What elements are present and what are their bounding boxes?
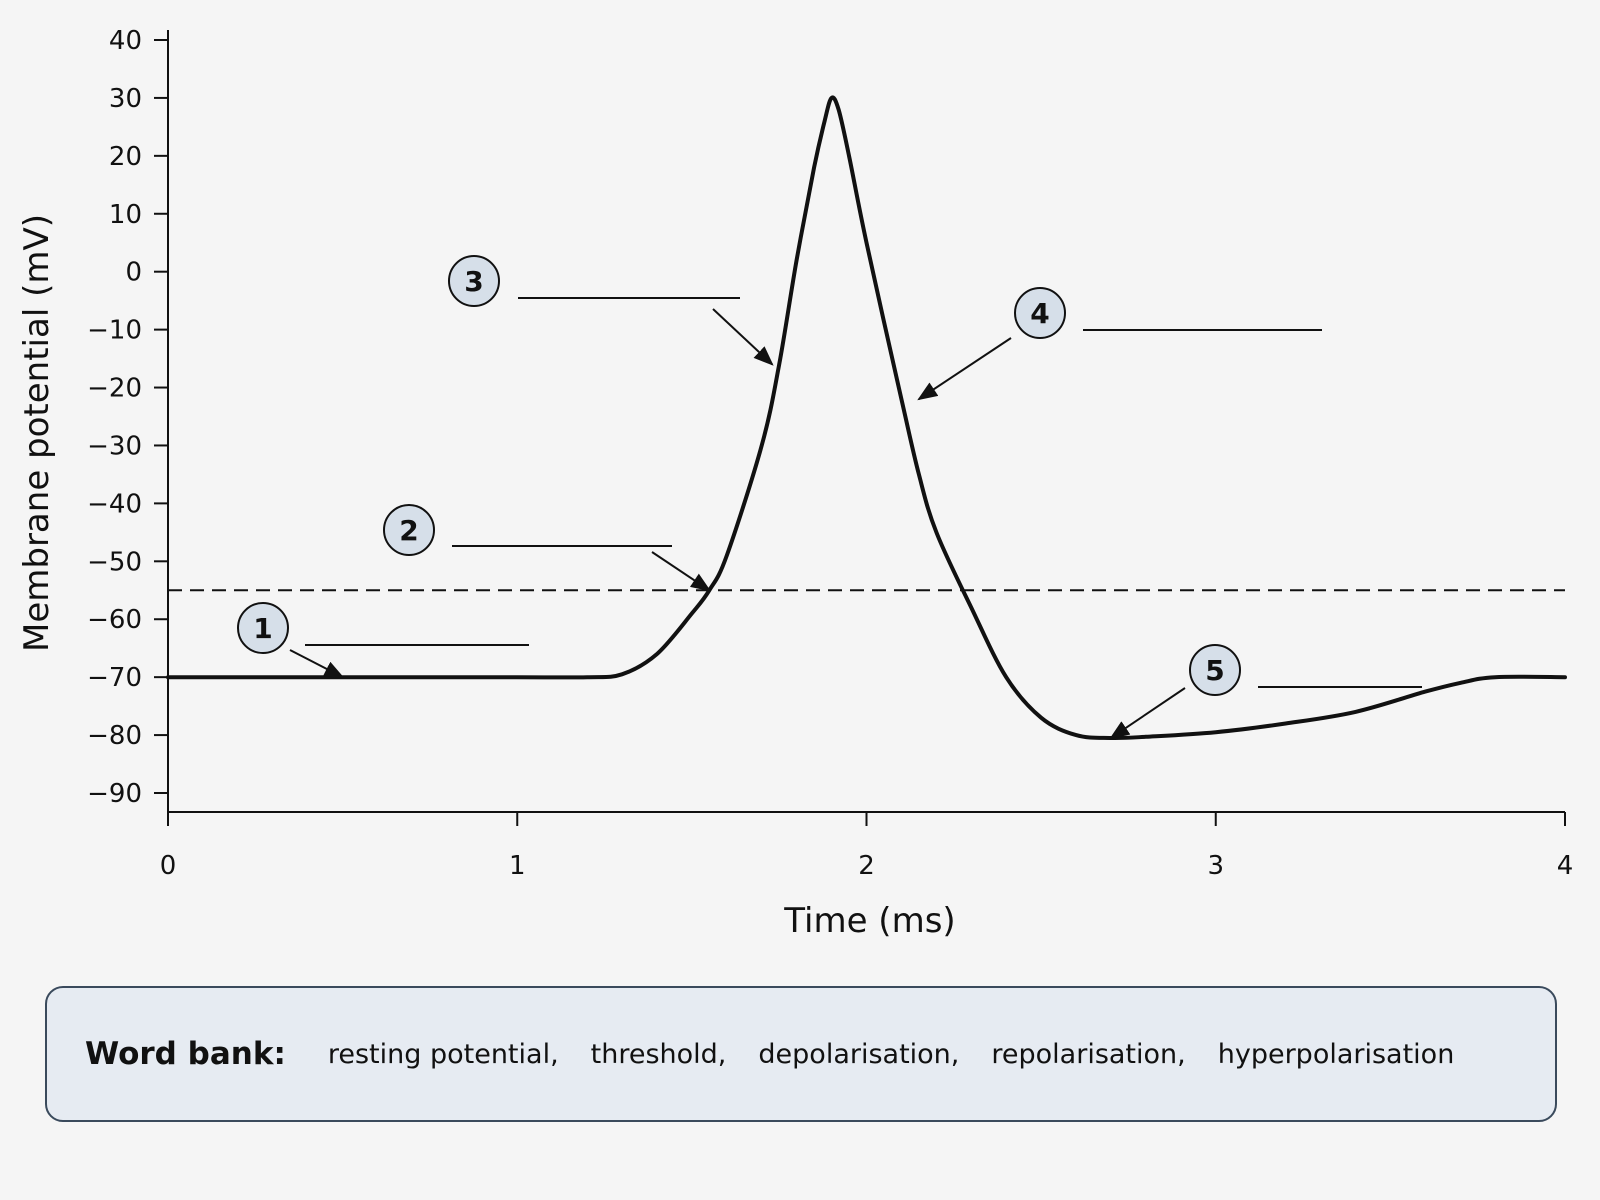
action-potential-chart: 40 30 20 10 0 −10 −20 −30 −40 −50 −60 −70 −80 −90 0 1 2 3…	[17, 26, 1574, 941]
y-tick-label: −60	[87, 605, 142, 635]
x-axis-label: Time (ms)	[783, 901, 955, 941]
annotation-marker-number: 5	[1205, 654, 1224, 687]
annotation-arrow	[917, 337, 1012, 401]
y-tick-label: 20	[109, 142, 142, 172]
annotation-marker-number: 3	[464, 265, 483, 298]
annotation-marker-circle	[1014, 287, 1066, 339]
word-bank-list: resting potential, threshold, depolarisa…	[328, 1039, 1454, 1070]
annotation-marker-number: 4	[1030, 297, 1049, 330]
annotation-marker-circle	[448, 255, 500, 307]
y-tick-label: −90	[87, 779, 142, 809]
y-tick-label: −10	[87, 316, 142, 346]
annotation-marker-circle	[237, 602, 289, 654]
word-bank-item: resting potential,	[327, 1038, 559, 1070]
x-tick-label: 3	[1207, 851, 1224, 881]
annotation-marker-number: 1	[253, 612, 272, 645]
annotation-marker-circle	[1189, 644, 1241, 696]
x-tick-label: 0	[160, 851, 177, 881]
annotation-arrow	[1109, 687, 1186, 740]
annotation-arrow	[712, 308, 774, 366]
annotation-arrow	[651, 551, 712, 592]
word-bank-item: repolarisation,	[991, 1038, 1186, 1070]
x-tick-label: 1	[509, 851, 526, 881]
y-tick-label: 30	[109, 84, 142, 114]
word-bank-box: Word bank: resting potential, threshold,…	[45, 986, 1557, 1122]
y-tick-label: −50	[87, 547, 142, 577]
y-axis-label: Membrane potential (mV)	[17, 214, 57, 652]
annotation-marker-circle	[383, 504, 435, 556]
y-tick-label: −20	[87, 374, 142, 404]
y-tick-label: −80	[87, 721, 142, 751]
annotation-arrow	[289, 649, 345, 679]
word-bank-item: threshold,	[590, 1038, 727, 1070]
annotation-marker-number: 2	[399, 514, 418, 547]
y-tick-label: −70	[87, 663, 142, 693]
y-tick-label: 0	[125, 258, 142, 288]
x-tick-label: 2	[858, 851, 875, 881]
x-tick-label: 4	[1557, 851, 1574, 881]
y-tick-label: −30	[87, 431, 142, 461]
y-tick-label: −40	[87, 489, 142, 519]
y-tick-label: 40	[109, 26, 142, 56]
word-bank-title: Word bank:	[85, 1036, 286, 1072]
word-bank-item: hyperpolarisation	[1217, 1038, 1455, 1070]
word-bank-item: depolarisation,	[758, 1038, 960, 1070]
y-tick-label: 10	[109, 200, 142, 230]
membrane-potential-line	[166, 95, 1567, 741]
